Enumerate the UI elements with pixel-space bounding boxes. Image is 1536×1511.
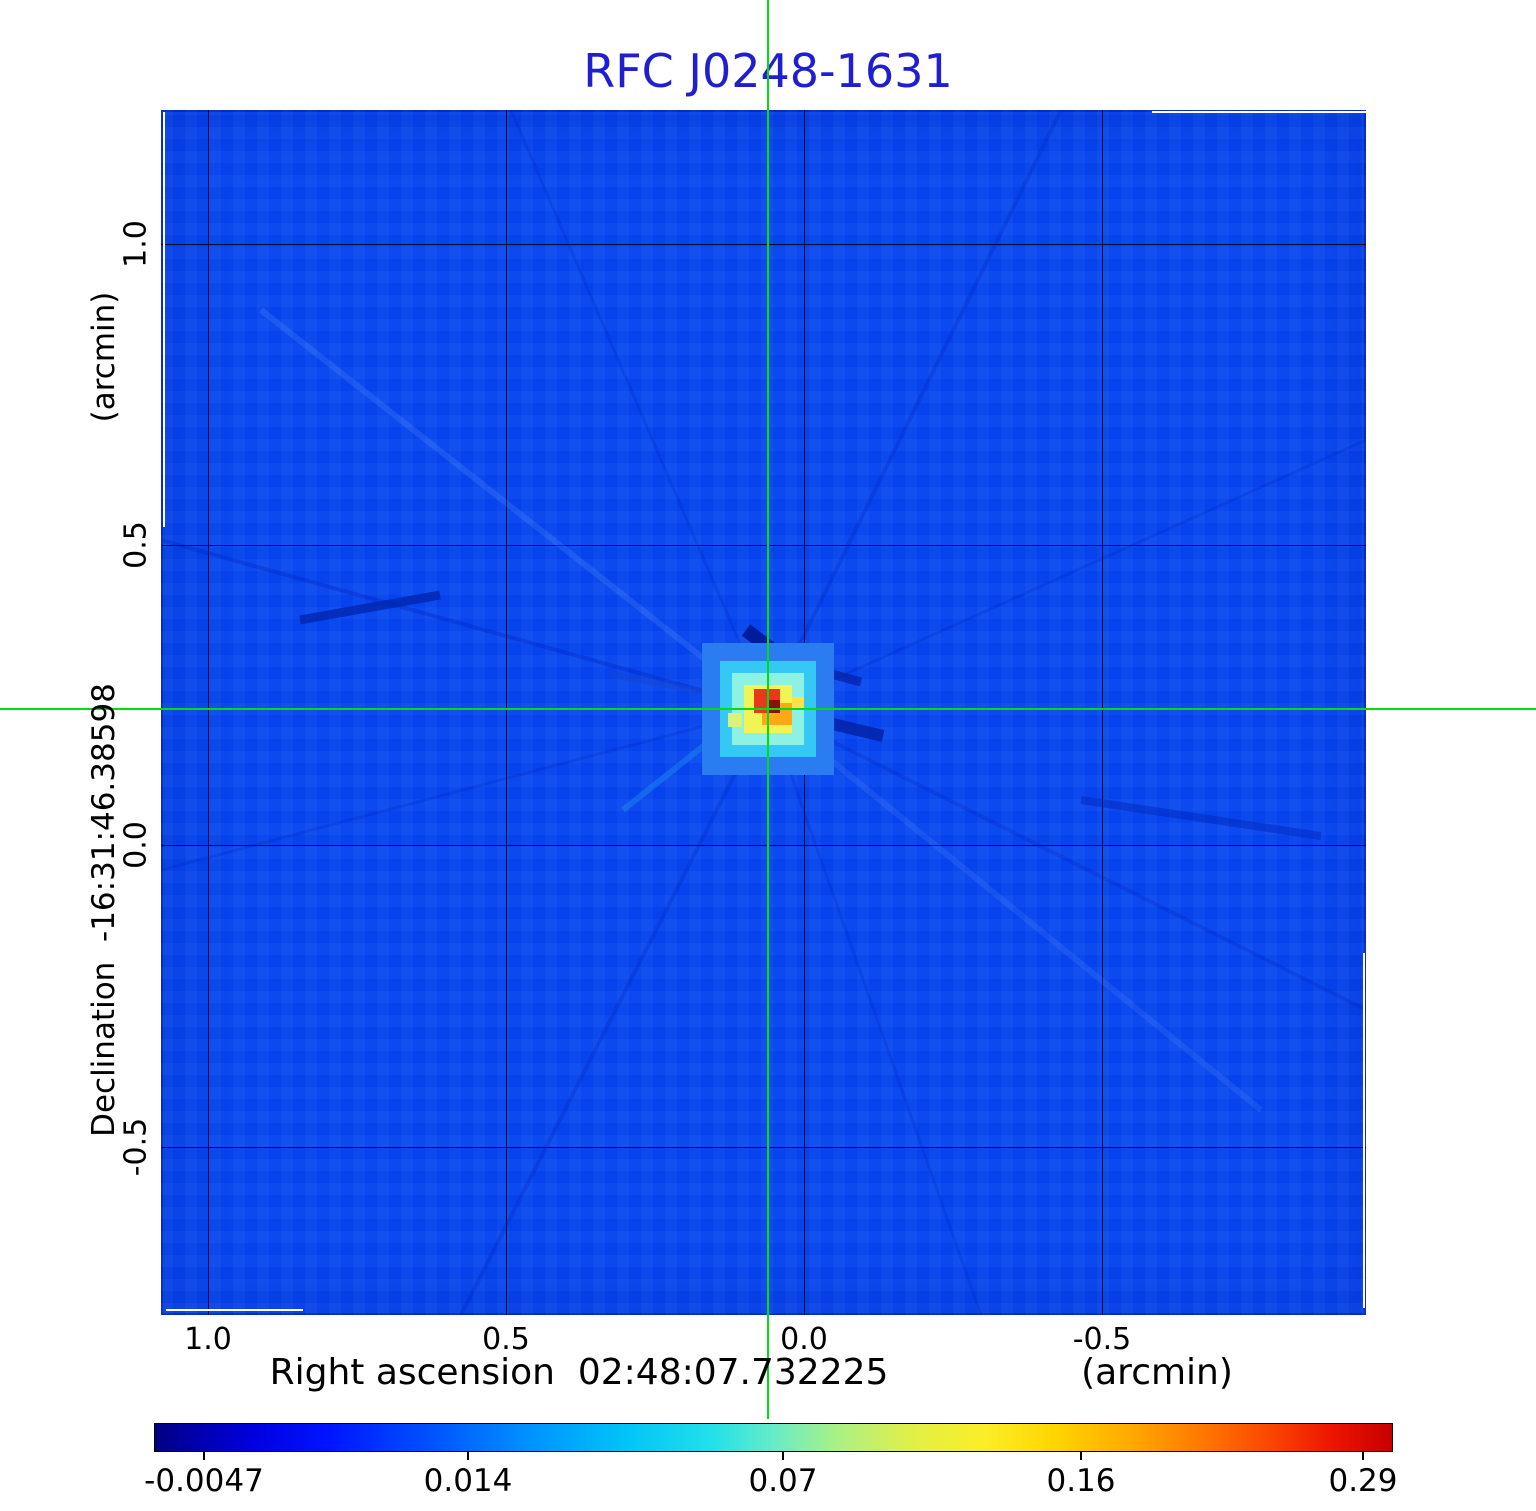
gridline-y--0.5 [161, 1147, 1366, 1148]
x-tick--0.5: -0.5 [1072, 1322, 1132, 1357]
radio-source-speck-2 [792, 697, 804, 709]
colorbar-label-5: 0.29 [1328, 1463, 1398, 1499]
edge-tick-top-right [1152, 111, 1366, 113]
y-tick-0.0: 0.0 [118, 821, 154, 869]
colorbar-label-1: -0.0047 [144, 1463, 264, 1499]
y-tick-0.5: 0.5 [118, 521, 154, 569]
sky-map-panel [161, 110, 1366, 1315]
gridline-x-0.5 [506, 110, 507, 1315]
colorbar-tick-3 [782, 1452, 784, 1460]
page-title: RFC J0248-1631 [583, 44, 953, 98]
x-axis-title: Right ascension 02:48:07.732225 [269, 1352, 889, 1393]
x-tick-0.5: 0.5 [482, 1322, 530, 1357]
gridline-x--0.5 [1102, 110, 1103, 1315]
edge-tick-right-bottom [1363, 953, 1365, 1308]
colorbar-tick-4 [1080, 1452, 1082, 1460]
y-tick-1.0: 1.0 [118, 220, 154, 268]
x-tick-1.0: 1.0 [184, 1322, 232, 1357]
edge-tick-left [163, 112, 165, 527]
colorbar-label-2: 0.014 [423, 1463, 513, 1499]
gridline-y-1.0 [161, 244, 1366, 245]
crosshair-vertical-line [767, 0, 769, 1419]
gridline-y-0.5 [161, 545, 1366, 546]
colorbar-tick-2 [467, 1452, 469, 1460]
gridline-x-1.0 [208, 110, 209, 1315]
y-axis-unit-label: (arcmin) [86, 291, 122, 423]
colorbar-tick-1 [203, 1452, 205, 1460]
x-tick-0.0: 0.0 [780, 1322, 828, 1357]
gridline-y-0.0 [161, 845, 1366, 846]
radio-source-speck-1 [728, 713, 742, 727]
x-axis-unit-label: (arcmin) [1081, 1352, 1233, 1393]
y-tick--0.5: -0.5 [118, 1117, 154, 1177]
colorbar-label-3: 0.07 [748, 1463, 818, 1499]
edge-tick-bottom-left [166, 1309, 303, 1311]
colorbar-label-4: 0.16 [1046, 1463, 1116, 1499]
colorbar-gradient [154, 1423, 1393, 1452]
y-axis-title: Declination -16:31:46.38598 [86, 683, 122, 1137]
colorbar-tick-5 [1362, 1452, 1364, 1460]
